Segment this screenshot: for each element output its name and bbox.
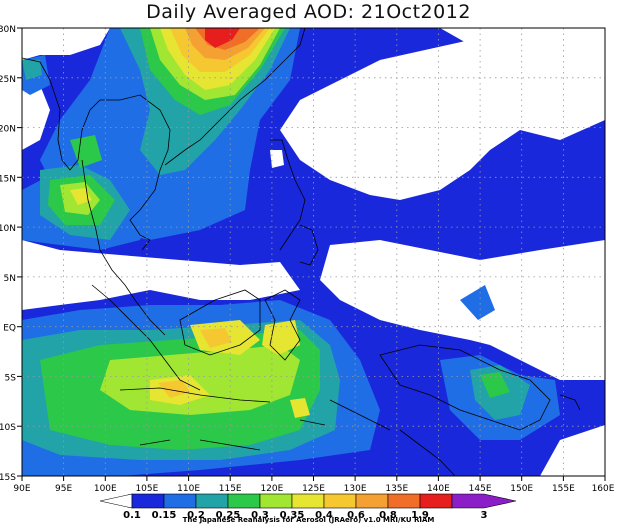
colorbar-label: 0.6 (347, 510, 365, 521)
lat-tick-label: 5N (4, 274, 16, 284)
clean-area-west-pacific (320, 240, 605, 380)
colorbar-label: 3 (481, 510, 488, 521)
colorbar (99, 493, 517, 509)
lat-tick-label: 10N (0, 224, 16, 234)
colorbar-label: 0.35 (280, 510, 305, 521)
lat-tick-label: EQ (3, 324, 16, 334)
colorbar-cell-9 (387, 493, 421, 509)
lon-tick-label: 100E (94, 484, 117, 494)
colorbar-cell-2 (163, 493, 197, 509)
coastlines (22, 28, 581, 476)
lat-tick-label: 20N (0, 125, 16, 135)
colorbar-cell-10 (419, 493, 453, 509)
colorbar-cell-8 (355, 493, 389, 509)
lon-tick-label: 130E (344, 484, 367, 494)
colorbar-label: 0.3 (251, 510, 269, 521)
colorbar-label: 0.15 (152, 510, 177, 521)
lat-tick-label: 5S (5, 373, 17, 383)
clean-area-southeast (540, 425, 605, 476)
lon-tick-label: 135E (385, 484, 408, 494)
clean-area-bay (22, 80, 50, 150)
colorbar-label: 0.8 (379, 510, 397, 521)
lon-tick-label: 105E (135, 484, 158, 494)
colorbar-cell-3 (195, 493, 229, 509)
colorbar-cell-1 (131, 493, 165, 509)
lon-tick-label: 120E (260, 484, 283, 494)
colorbar-cell-11 (451, 493, 517, 509)
lon-tick-label: 125E (302, 484, 325, 494)
lon-tick-label: 160E (592, 484, 615, 494)
lon-tick-label: 115E (219, 484, 242, 494)
lon-tick-label: 90E (13, 484, 30, 494)
lon-tick-label: 155E (552, 484, 575, 494)
lat-tick-label: 10S (0, 423, 16, 433)
credit-line: The Japanese Reanalysis for Aerosol (JRA… (182, 516, 435, 524)
lon-tick-label: 110E (177, 484, 200, 494)
colorbar-cell-7 (323, 493, 357, 509)
clean-area-north-pacific (280, 28, 605, 200)
aod-field (22, 28, 605, 476)
colorbar-label: 0.4 (315, 510, 333, 521)
map-title: Daily Averaged AOD: 21Oct2012 (146, 1, 471, 23)
colorbar-label: 0.2 (187, 510, 205, 521)
colorbar-label: 0.1 (123, 510, 141, 521)
clean-area-northwest (22, 28, 110, 60)
lat-tick-label: 30N (0, 25, 16, 35)
clean-area-northeast (440, 28, 605, 60)
lat-tick-label: 15N (0, 174, 16, 184)
colorbar-label: 0.25 (216, 510, 241, 521)
lat-tick-label: 15S (0, 473, 16, 483)
clean-area-south-china-sea-patch (270, 150, 284, 168)
gridlines (22, 28, 605, 476)
lon-tick-label: 150E (510, 484, 533, 494)
colorbar-cell-6 (291, 493, 325, 509)
colorbar-cell-0 (99, 493, 133, 509)
lon-tick-label: 140E (427, 484, 450, 494)
colorbar-label: 1.9 (411, 510, 429, 521)
colorbar-cell-4 (227, 493, 261, 509)
lat-tick-label: 25N (0, 75, 16, 85)
lon-tick-label: 95E (55, 484, 72, 494)
lon-tick-label: 145E (469, 484, 492, 494)
colorbar-cell-5 (259, 493, 293, 509)
clean-area-sulawesi (350, 270, 400, 310)
